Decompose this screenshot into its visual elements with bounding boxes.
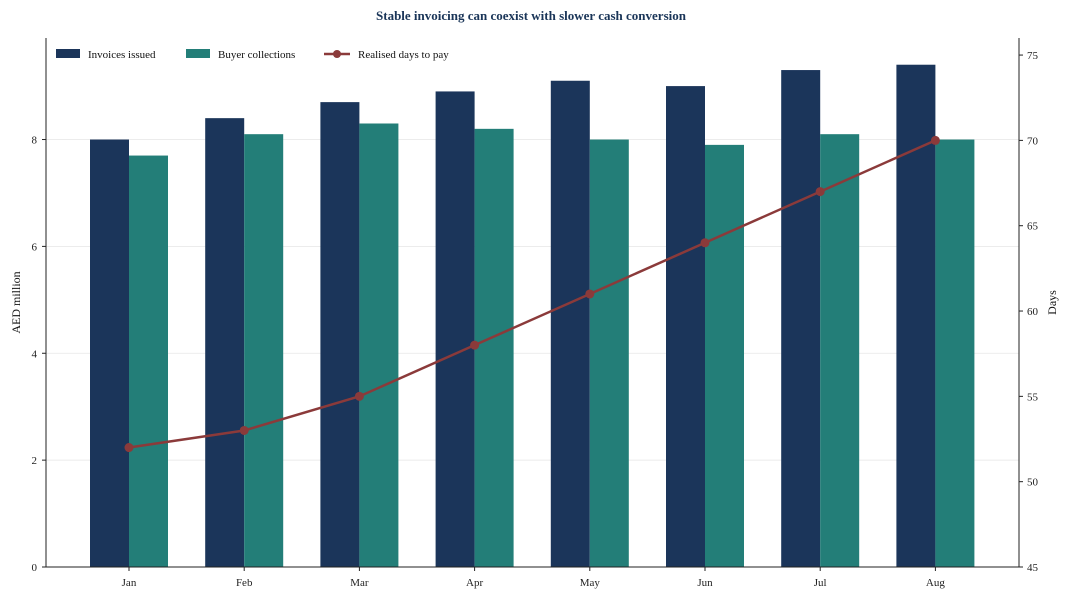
- y2-tick-label: 65: [1027, 221, 1039, 233]
- bar-invoices-aug: [896, 64, 936, 568]
- y2-tick-label: 50: [1027, 477, 1039, 489]
- bar-collections-may: [589, 139, 629, 567]
- gridlines: [46, 139, 1019, 461]
- bar-invoices-jan: [90, 139, 129, 567]
- axes-group: 0 2 4 6 8 45 50 55 60 65 70 75 Jan Feb Mar Apr May Jun Jul…: [32, 38, 1039, 589]
- y2-tick-label: 55: [1027, 391, 1039, 403]
- x-tick-label: Apr: [466, 577, 483, 589]
- y2-tick-label: 70: [1027, 135, 1039, 147]
- x-tick-label: Jan: [122, 577, 137, 589]
- bar-invoices-jun: [666, 86, 705, 567]
- x-tick-label: Jun: [697, 577, 713, 589]
- y-tick-label: 8: [32, 135, 38, 147]
- y2-tick-label: 75: [1027, 50, 1039, 62]
- y-tick-label: 2: [32, 455, 38, 467]
- y-tick-label: 6: [32, 241, 38, 253]
- x-tick-label: Feb: [236, 577, 253, 589]
- y-tick-label: 4: [32, 348, 38, 360]
- line-series-group: [124, 135, 940, 453]
- bar-collections-apr: [474, 128, 514, 567]
- y2-tick-label: 45: [1027, 562, 1039, 574]
- line-days-to-pay: [128, 139, 936, 449]
- y-tick-label: 0: [32, 562, 38, 574]
- bars-group: [90, 64, 975, 568]
- bar-collections-feb: [244, 134, 284, 567]
- bar-collections-mar: [359, 123, 399, 568]
- bar-collections-jan: [129, 155, 168, 568]
- point-days-jul: [815, 187, 825, 197]
- bar-invoices-feb: [205, 118, 245, 567]
- legend-label-invoices: Invoices issued: [88, 49, 156, 61]
- point-days-jun: [700, 238, 710, 248]
- legend: Invoices issued Buyer collections Realis…: [56, 49, 449, 61]
- bar-invoices-mar: [320, 102, 360, 567]
- y2-tick-label: 60: [1027, 306, 1039, 318]
- bar-invoices-may: [550, 80, 590, 568]
- x-tick-label: Jul: [814, 577, 827, 589]
- legend-label-collections: Buyer collections: [218, 49, 295, 61]
- chart-title: Stable invoicing can coexist with slower…: [376, 8, 687, 23]
- legend-swatch-invoices: [56, 49, 80, 58]
- point-days-may: [585, 289, 595, 299]
- legend-marker-days: [333, 50, 341, 58]
- point-days-aug: [930, 135, 940, 145]
- x-tick-label: Aug: [926, 577, 945, 589]
- y2-axis-label: Days: [1045, 290, 1059, 315]
- legend-label-days: Realised days to pay: [358, 49, 449, 61]
- legend-swatch-collections: [186, 49, 210, 58]
- bar-invoices-jul: [781, 70, 821, 567]
- bar-collections-jun: [705, 144, 744, 567]
- bar-collections-jul: [820, 134, 860, 567]
- x-tick-label: May: [580, 577, 601, 589]
- point-days-jan: [124, 443, 134, 453]
- point-days-mar: [354, 391, 364, 401]
- bar-collections-aug: [935, 139, 975, 567]
- point-days-apr: [470, 340, 480, 350]
- x-tick-label: Mar: [350, 577, 369, 589]
- point-days-feb: [239, 425, 249, 435]
- bar-invoices-apr: [435, 91, 475, 568]
- y-axis-label: AED million: [9, 271, 23, 333]
